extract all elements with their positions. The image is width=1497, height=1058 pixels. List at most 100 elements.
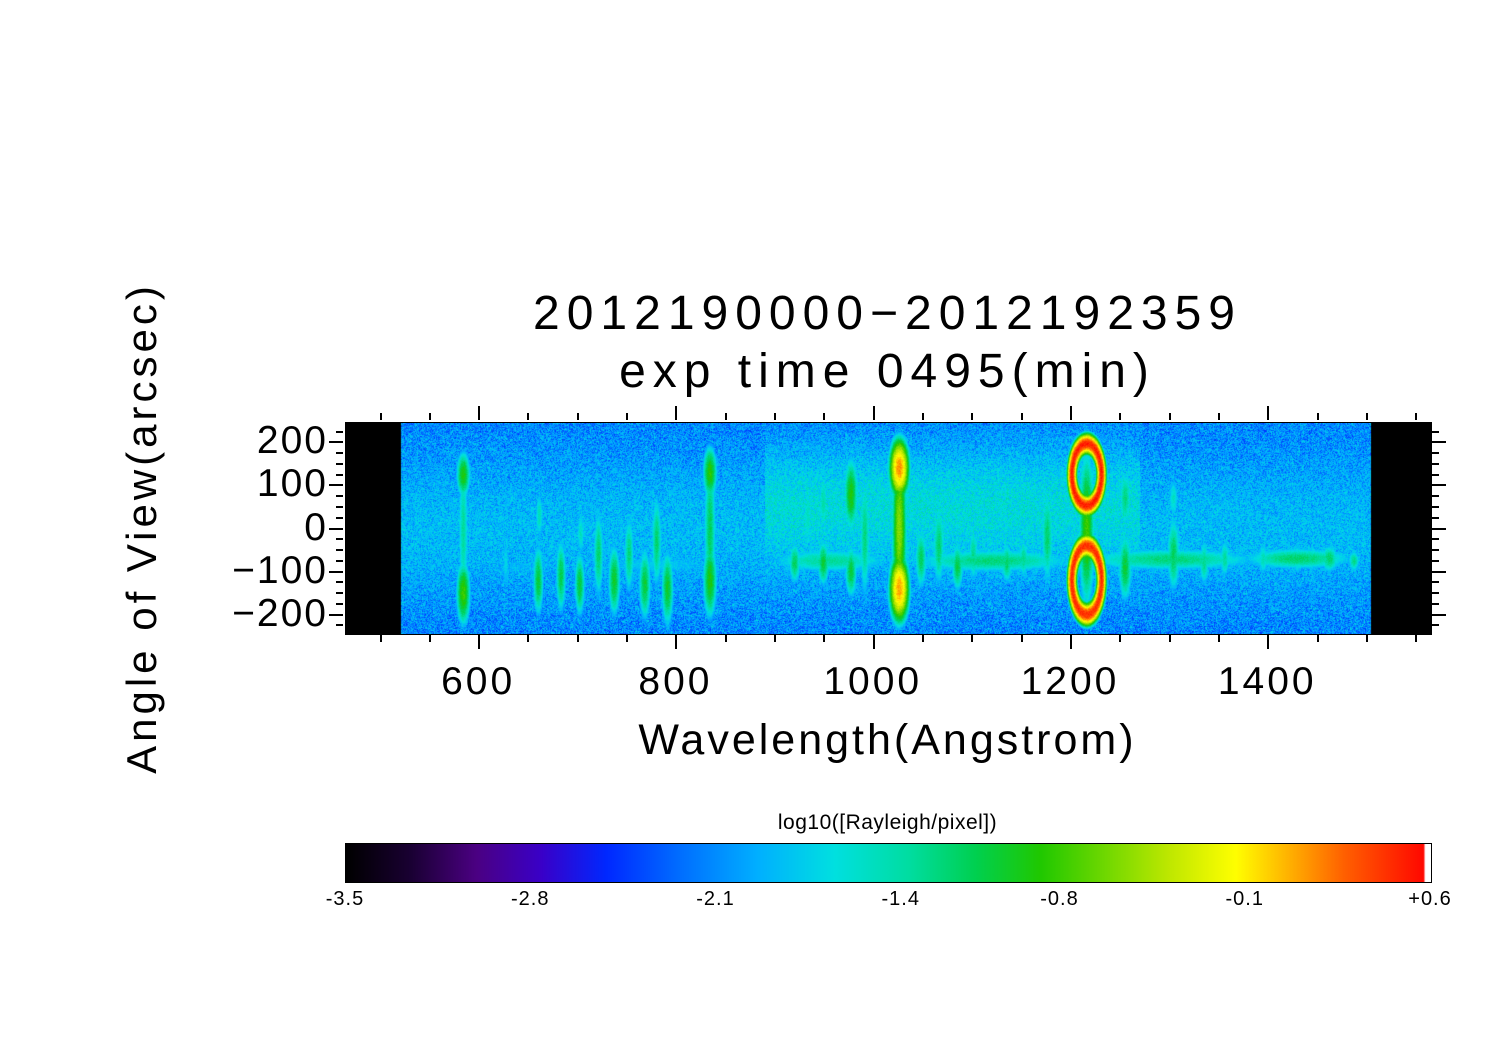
y-axis-tick-label: 100 <box>256 462 328 506</box>
axis-tick <box>336 603 343 605</box>
axis-tick <box>527 413 529 420</box>
heatmap-plot-area <box>345 422 1432 635</box>
axis-tick <box>336 474 343 476</box>
axis-tick <box>1119 635 1121 642</box>
spectrogram-canvas <box>346 423 1431 634</box>
axis-tick <box>336 452 343 454</box>
colorbar-tick-label: -0.1 <box>1225 888 1264 910</box>
x-axis-tick-label: 600 <box>441 660 516 703</box>
axis-tick <box>1432 517 1439 519</box>
axis-tick <box>1432 560 1439 562</box>
axis-tick <box>1070 635 1072 649</box>
colorbar-tick-label: -2.8 <box>511 888 550 910</box>
axis-tick <box>1432 495 1439 497</box>
axis-tick <box>1432 571 1446 573</box>
axis-tick <box>1432 614 1446 616</box>
axis-tick <box>1366 413 1368 420</box>
y-axis-tick-label: −200 <box>232 591 328 635</box>
axis-tick <box>675 406 677 420</box>
axis-tick <box>1317 635 1319 642</box>
axis-tick <box>1432 528 1446 530</box>
axis-tick <box>1267 635 1269 649</box>
axis-tick <box>1432 463 1439 465</box>
axis-tick <box>1432 431 1439 433</box>
axis-tick <box>329 484 343 486</box>
axis-tick <box>1317 413 1319 420</box>
axis-tick <box>971 413 973 420</box>
axis-tick <box>1267 406 1269 420</box>
axis-tick <box>774 413 776 420</box>
axis-tick <box>478 406 480 420</box>
axis-tick <box>380 413 382 420</box>
axis-tick <box>429 413 431 420</box>
axis-tick <box>675 635 677 649</box>
colorbar-tick-label: +0.6 <box>1408 888 1452 910</box>
axis-tick <box>873 635 875 649</box>
axis-tick <box>725 635 727 642</box>
colorbar-tick-label: -2.1 <box>696 888 735 910</box>
axis-tick <box>478 635 480 649</box>
axis-tick <box>1415 413 1417 420</box>
x-axis-tick-label: 1000 <box>823 660 923 703</box>
axis-tick <box>1169 635 1171 642</box>
axis-tick <box>329 528 343 530</box>
axis-tick <box>971 635 973 642</box>
axis-tick <box>1218 635 1220 642</box>
y-axis-tick-label: 0 <box>304 505 328 549</box>
colorbar <box>345 843 1432 883</box>
axis-tick <box>336 624 343 626</box>
colorbar-label: log10([Rayleigh/pixel]) <box>777 811 998 834</box>
axis-tick <box>1432 452 1439 454</box>
axis-tick <box>922 413 924 420</box>
x-axis-tick-label: 800 <box>638 660 713 703</box>
colorbar-canvas <box>346 844 1431 882</box>
y-axis-label: Angle of View(arcsec) <box>118 282 165 774</box>
axis-tick <box>626 635 628 642</box>
axis-tick <box>626 413 628 420</box>
axis-tick <box>823 413 825 420</box>
x-axis-tick-label: 1400 <box>1217 660 1317 703</box>
axis-tick <box>774 635 776 642</box>
axis-tick <box>1432 441 1446 443</box>
axis-tick <box>1021 635 1023 642</box>
axis-tick <box>577 635 579 642</box>
axis-tick <box>336 549 343 551</box>
axis-tick <box>873 406 875 420</box>
axis-tick <box>1169 413 1171 420</box>
axis-tick <box>725 413 727 420</box>
axis-tick <box>1119 413 1121 420</box>
axis-tick <box>527 635 529 642</box>
axis-tick <box>336 592 343 594</box>
axis-tick <box>336 560 343 562</box>
x-axis-label: Wavelength(Angstrom) <box>638 716 1137 764</box>
axis-tick <box>1432 603 1439 605</box>
axis-tick <box>336 495 343 497</box>
axis-tick <box>1432 549 1439 551</box>
axis-tick <box>336 581 343 583</box>
axis-tick <box>823 635 825 642</box>
axis-tick <box>1432 581 1439 583</box>
axis-tick <box>1432 474 1439 476</box>
axis-tick <box>1366 635 1368 642</box>
colorbar-tick-label: -1.4 <box>881 888 920 910</box>
axis-tick <box>336 463 343 465</box>
axis-tick <box>380 635 382 642</box>
axis-tick <box>1070 406 1072 420</box>
axis-tick <box>922 635 924 642</box>
y-axis-tick-label: 200 <box>256 419 328 463</box>
axis-tick <box>1432 592 1439 594</box>
colorbar-tick-label: -0.8 <box>1040 888 1079 910</box>
axis-tick <box>1432 538 1439 540</box>
axis-tick <box>1432 624 1439 626</box>
axis-tick <box>1432 506 1439 508</box>
axis-tick <box>1021 413 1023 420</box>
y-axis-tick-label: −100 <box>232 548 328 592</box>
axis-tick <box>1432 484 1446 486</box>
colorbar-tick-label: -3.5 <box>325 888 365 910</box>
axis-tick <box>336 517 343 519</box>
axis-tick <box>329 571 343 573</box>
x-axis-tick-label: 1200 <box>1020 660 1120 703</box>
axis-tick <box>1218 413 1220 420</box>
axis-tick <box>336 431 343 433</box>
